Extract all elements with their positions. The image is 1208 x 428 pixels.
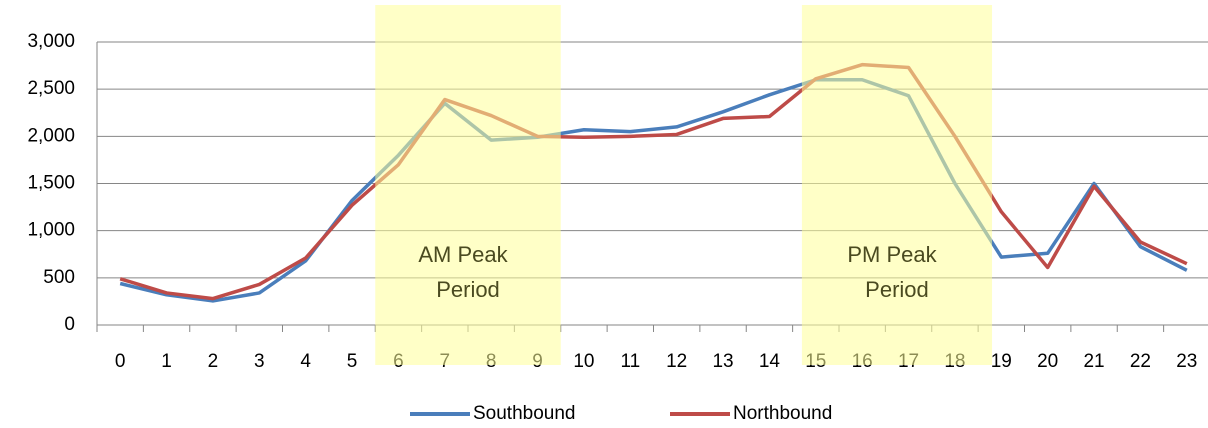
series-line bbox=[119, 77, 1188, 303]
x-tick-label: 21 bbox=[1083, 351, 1104, 372]
legend-label: Southbound bbox=[473, 403, 576, 424]
peak-region bbox=[375, 5, 561, 365]
x-tick-label: 2 bbox=[208, 351, 219, 372]
x-tick-label: 20 bbox=[1037, 351, 1058, 372]
x-tick-label: 19 bbox=[991, 351, 1012, 372]
region-label: AM Peak bbox=[418, 242, 508, 267]
region-label: Period bbox=[865, 277, 929, 302]
y-tick-label: 1,000 bbox=[27, 220, 75, 241]
region-label: Period bbox=[436, 277, 500, 302]
x-tick-label: 23 bbox=[1176, 351, 1197, 372]
x-tick-label: 10 bbox=[573, 351, 594, 372]
x-tick-label: 1 bbox=[161, 351, 172, 372]
y-tick-label: 0 bbox=[64, 314, 75, 335]
y-tick-label: 500 bbox=[43, 267, 75, 288]
series-line bbox=[119, 62, 1188, 301]
y-tick-label: 2,500 bbox=[27, 78, 75, 99]
y-tick-label: 1,500 bbox=[27, 173, 75, 194]
legend-label: Northbound bbox=[733, 403, 832, 424]
region-label: PM Peak bbox=[847, 242, 937, 267]
peak-region bbox=[801, 5, 993, 365]
x-tick-label: 14 bbox=[759, 351, 781, 372]
x-tick-label: 22 bbox=[1130, 351, 1151, 372]
x-tick-label: 13 bbox=[712, 351, 733, 372]
x-tick-label: 5 bbox=[347, 351, 358, 372]
x-tick-label: 3 bbox=[254, 351, 265, 372]
y-tick-label: 3,000 bbox=[27, 31, 75, 52]
x-tick-label: 12 bbox=[666, 351, 687, 372]
x-tick-label: 11 bbox=[620, 351, 640, 372]
x-tick-label: 0 bbox=[115, 351, 126, 372]
y-tick-label: 2,000 bbox=[27, 125, 75, 146]
x-tick-label: 4 bbox=[300, 351, 311, 372]
